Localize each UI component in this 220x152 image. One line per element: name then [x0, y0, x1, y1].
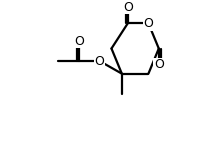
Text: O: O — [95, 55, 104, 68]
Text: O: O — [143, 17, 153, 30]
Text: O: O — [74, 35, 84, 48]
Text: O: O — [123, 1, 133, 14]
Text: O: O — [154, 58, 164, 71]
